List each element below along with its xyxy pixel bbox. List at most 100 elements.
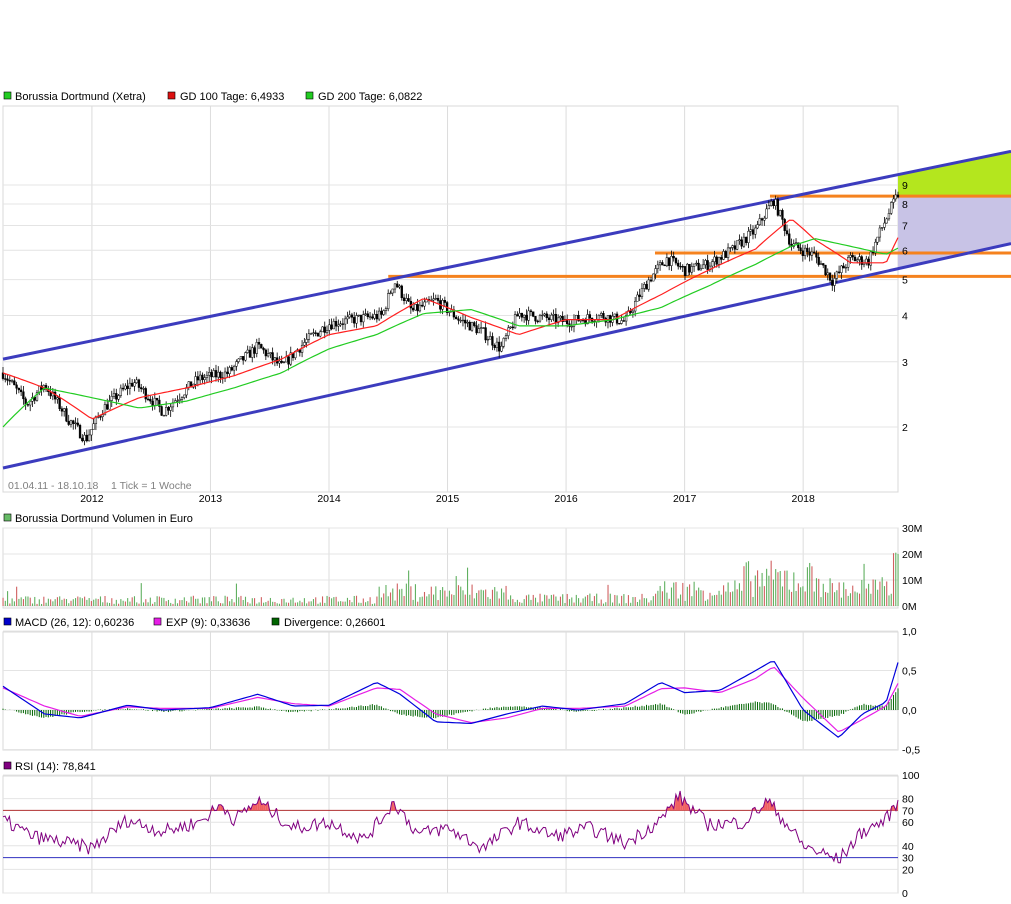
candle-body [418, 304, 422, 312]
volume-bar [516, 599, 518, 606]
candle-body [831, 280, 834, 286]
volume-bar [281, 599, 283, 606]
candle-body [160, 406, 163, 416]
candle-body [692, 263, 696, 267]
candle-body [212, 370, 215, 378]
macd-y-tick-label: 0,0 [902, 705, 917, 717]
volume-bar [505, 585, 507, 606]
volume-bar [657, 590, 659, 606]
volume-bar [528, 594, 530, 606]
candle-body [776, 199, 780, 216]
volume-bar [587, 595, 589, 606]
volume-bar [315, 597, 317, 606]
candle-body [677, 262, 680, 267]
candle-body [643, 284, 646, 289]
volume-bar [759, 586, 761, 606]
volume-bar [634, 597, 636, 606]
volume-bar [7, 591, 9, 606]
volume-bar [396, 583, 398, 606]
volume-bar [802, 586, 804, 606]
volume-bar [16, 586, 18, 606]
volume-bar [70, 600, 72, 606]
volume-bar [453, 594, 455, 606]
candle-body [169, 406, 172, 411]
candle-body [747, 230, 750, 243]
candle-body [532, 311, 535, 317]
volume-bar [423, 591, 426, 606]
volume-bar [539, 593, 541, 606]
candle-body [377, 310, 381, 320]
candle-body [715, 256, 718, 265]
candle-body [815, 252, 818, 258]
volume-bar [550, 594, 552, 606]
volume-bar [652, 596, 654, 606]
volume-bar [430, 586, 432, 606]
volume-bar [122, 600, 124, 606]
volume-bar [781, 586, 784, 606]
candle-body [711, 261, 714, 267]
legend-exp: EXP (9): 0,33636 [166, 617, 250, 629]
volume-bar [868, 583, 870, 606]
candle-body [359, 314, 363, 323]
candle-body [332, 321, 335, 330]
volume-bar [197, 598, 199, 606]
legend-swatch-macd [3, 617, 12, 626]
legend-divergence: Divergence: 0,26601 [284, 617, 386, 629]
volume-bar [321, 596, 324, 606]
candle-body [622, 320, 625, 322]
volume-bar [847, 595, 849, 606]
candle-body [541, 314, 544, 317]
candle-body [83, 434, 86, 442]
candle-body [103, 404, 107, 416]
candle-body [731, 245, 734, 248]
candle-body [554, 313, 558, 324]
volume-legend: Borussia Dortmund Volumen in Euro [3, 513, 193, 525]
candle-body [577, 314, 580, 322]
volume-bar [811, 566, 813, 606]
candle-body [393, 283, 397, 290]
volume-y-tick-label: 30M [902, 523, 922, 535]
volume-bar [736, 589, 738, 606]
candle-body [350, 314, 354, 318]
candle-body [867, 258, 870, 266]
candle-body [509, 326, 512, 329]
volume-bar [54, 599, 56, 606]
candle-body [255, 342, 258, 354]
candle-body [797, 242, 800, 249]
volume-bar [716, 594, 718, 606]
candle-body [137, 379, 141, 388]
candle-body [305, 339, 308, 343]
volume-bar [208, 597, 210, 606]
candle-body [180, 397, 184, 400]
volume-bar [45, 602, 47, 606]
volume-bar [643, 598, 645, 606]
volume-bar [845, 589, 847, 606]
candle-body [876, 236, 879, 243]
volume-bar [256, 603, 258, 606]
candle-body [312, 332, 315, 334]
price-y-tick-label: 5 [902, 275, 908, 287]
volume-bar [297, 602, 299, 606]
volume-bar [718, 590, 720, 606]
volume-bar [566, 593, 568, 606]
volume-panel-frame [2, 527, 899, 609]
candle-body [828, 272, 832, 281]
volume-bar [224, 595, 226, 606]
volume-bar [865, 588, 867, 606]
volume-bar [138, 603, 140, 606]
volume-bar [584, 596, 586, 606]
legend-price: Borussia Dortmund (Xetra) [15, 91, 146, 103]
candle-body [133, 382, 136, 387]
volume-bar [446, 596, 448, 606]
candle-body [15, 384, 18, 389]
candle-body [126, 385, 129, 389]
volume-bar [612, 602, 614, 606]
volume-bar [457, 585, 460, 606]
volume-bar [491, 589, 494, 606]
candle-body [337, 324, 340, 327]
volume-bar [106, 602, 108, 606]
volume-bar [854, 591, 856, 606]
candle-body [325, 330, 329, 333]
candle-body [232, 366, 236, 371]
